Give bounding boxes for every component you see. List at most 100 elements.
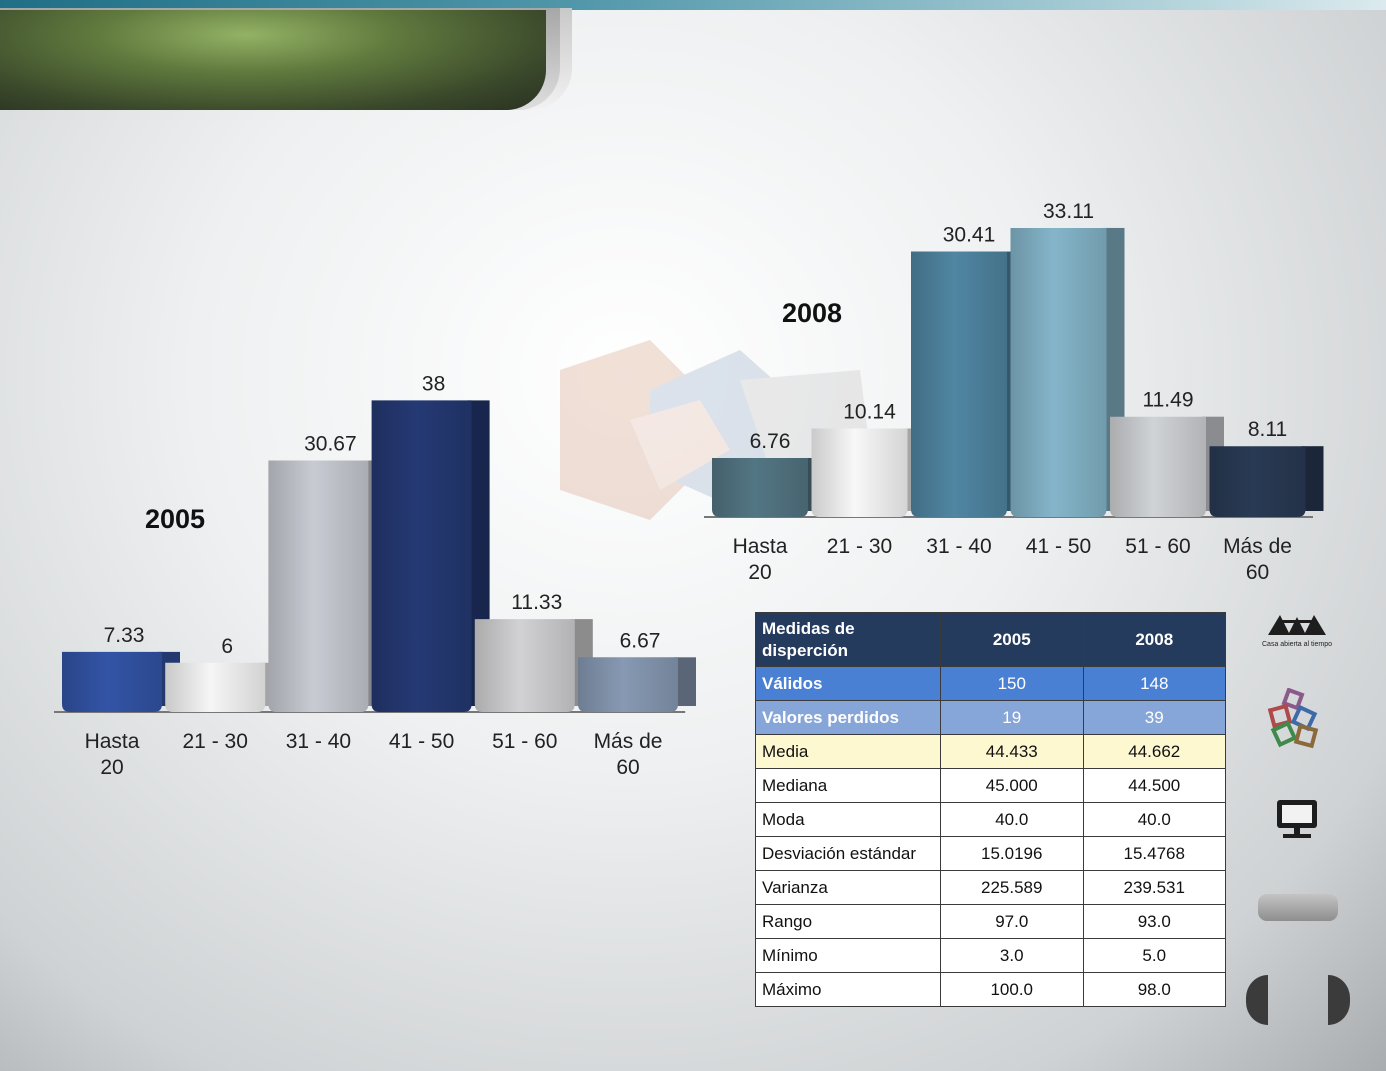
row-label: Varianza: [755, 870, 941, 905]
cubes-icon[interactable]: [1266, 688, 1328, 750]
bar: [811, 428, 908, 517]
row-label: Desviación estándar: [755, 836, 941, 871]
category-label: Más de 60: [1223, 535, 1292, 584]
row-label: Media: [755, 734, 941, 769]
row-value-2008: 40.0: [1082, 802, 1226, 837]
row-value-2005: 97.0: [940, 904, 1084, 939]
category-label-line: 31 - 40: [926, 535, 991, 558]
row-value-2005: 19: [940, 700, 1084, 735]
row-value-2008: 148: [1082, 666, 1226, 701]
table-header-row: Medidas de disperción 2005 2008: [755, 612, 1226, 667]
bar: [268, 460, 369, 712]
top-accent-band: [0, 0, 1386, 10]
uam-logo-icon[interactable]: Casa abierta al tiempo: [1262, 614, 1332, 654]
category-label: 31 - 40: [926, 535, 991, 558]
row-value-2005: 100.0: [940, 972, 1084, 1007]
table-row: Valores perdidos 19 39: [755, 700, 1226, 735]
row-value-2005: 150: [940, 666, 1084, 701]
table-row: Rango 97.0 93.0: [755, 904, 1226, 939]
table-row: Mediana 45.000 44.500: [755, 768, 1226, 803]
category-label-line: Más de: [1223, 535, 1292, 558]
category-label-line: 41 - 50: [1026, 535, 1091, 558]
bar: [474, 619, 575, 712]
bar: [62, 651, 162, 712]
previous-slide-button[interactable]: [1246, 975, 1268, 1025]
value-label: 8.11: [1248, 418, 1287, 441]
bar: [911, 251, 1007, 518]
table-row: Máximo 100.0 98.0: [755, 972, 1226, 1007]
category-label: 51 - 60: [1125, 535, 1190, 558]
menu-button[interactable]: [1258, 894, 1338, 921]
category-label: 41 - 50: [389, 730, 454, 753]
row-value-2008: 239.531: [1082, 870, 1226, 905]
table-header-measure: Medidas de disperción: [755, 612, 941, 667]
row-value-2008: 44.662: [1082, 734, 1226, 769]
row-value-2005: 40.0: [940, 802, 1084, 837]
value-label: 10.14: [843, 400, 896, 423]
value-label: 6.67: [620, 629, 661, 652]
table-header-2005: 2005: [940, 612, 1084, 667]
row-value-2005: 44.433: [940, 734, 1084, 769]
row-label: Valores perdidos: [755, 700, 941, 735]
table-row: Mínimo 3.0 5.0: [755, 938, 1226, 973]
category-label-line: Hasta: [85, 730, 140, 753]
uam-logo-mark: [1268, 615, 1326, 635]
row-value-2008: 44.500: [1082, 768, 1226, 803]
category-label: Hasta 20: [733, 535, 788, 584]
bar: [1209, 446, 1306, 517]
category-label-line: 21 - 30: [827, 535, 892, 558]
next-slide-button[interactable]: [1328, 975, 1350, 1025]
category-label-line: 41 - 50: [389, 730, 454, 753]
row-label: Moda: [755, 802, 941, 837]
bar-side: [674, 657, 696, 706]
category-label-line: 31 - 40: [286, 730, 351, 753]
row-label: Máximo: [755, 972, 941, 1007]
category-label: 41 - 50: [1026, 535, 1091, 558]
table-row: Varianza 225.589 239.531: [755, 870, 1226, 905]
category-label-line: 21 - 30: [183, 730, 248, 753]
table-header-2008: 2008: [1082, 612, 1226, 667]
bar: [578, 657, 678, 712]
table-row: Desviación estándar 15.0196 15.4768: [755, 836, 1226, 871]
value-label: 38: [422, 372, 445, 395]
monitor-icon[interactable]: [1273, 798, 1321, 840]
value-label: 11.33: [511, 591, 562, 614]
bar: [1110, 416, 1206, 517]
row-value-2005: 15.0196: [940, 836, 1084, 871]
table-row: Media 44.433 44.662: [755, 734, 1226, 769]
row-value-2008: 15.4768: [1082, 836, 1226, 871]
category-label: 21 - 30: [183, 730, 248, 753]
category-label: Hasta 20: [85, 730, 140, 779]
value-label: 7.33: [104, 624, 145, 647]
category-label-line: Hasta: [733, 535, 788, 558]
value-label: 30.41: [943, 224, 996, 247]
category-label-line: 60: [616, 756, 639, 779]
year-label: 2005: [145, 504, 205, 534]
category-label: 51 - 60: [492, 730, 557, 753]
category-label-line: 51 - 60: [492, 730, 557, 753]
bar: [712, 457, 808, 517]
row-value-2005: 225.589: [940, 870, 1084, 905]
value-label: 6.76: [750, 430, 791, 453]
dispersion-table: Medidas de disperción 2005 2008 Válidos …: [755, 612, 1226, 1007]
row-label: Rango: [755, 904, 941, 939]
row-label: Válidos: [755, 666, 941, 701]
row-value-2005: 45.000: [940, 768, 1084, 803]
category-label-line: 20: [748, 561, 771, 584]
category-label-line: 20: [100, 756, 123, 779]
category-label: 31 - 40: [286, 730, 351, 753]
uam-logo-motto: Casa abierta al tiempo: [1262, 641, 1333, 648]
value-label: 33.11: [1043, 200, 1094, 223]
category-label-line: Más de: [594, 730, 663, 753]
category-label: 21 - 30: [827, 535, 892, 558]
category-label: Más de 60: [594, 730, 663, 779]
bar: [165, 662, 266, 712]
row-value-2008: 93.0: [1082, 904, 1226, 939]
category-label-line: 51 - 60: [1125, 535, 1190, 558]
row-value-2008: 39: [1082, 700, 1226, 735]
title-tab: [0, 10, 546, 110]
value-label: 6: [221, 635, 233, 658]
row-value-2008: 5.0: [1082, 938, 1226, 973]
